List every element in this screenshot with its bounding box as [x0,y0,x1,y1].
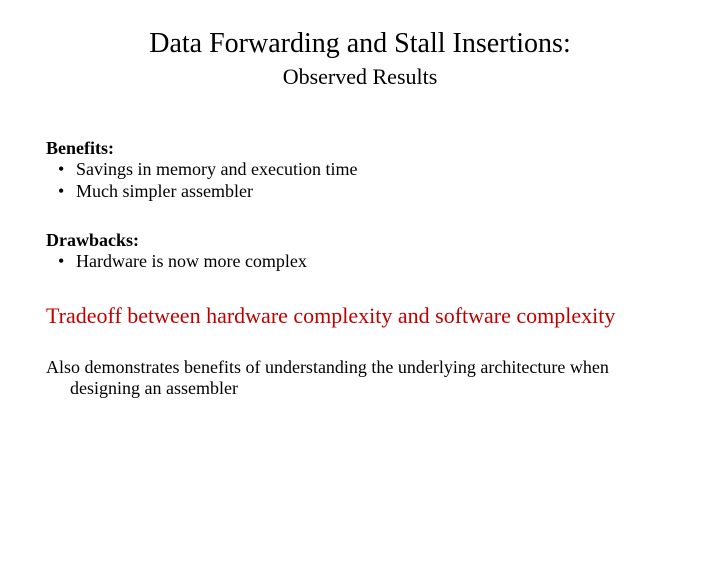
list-item: Savings in memory and execution time [58,159,674,181]
benefits-heading: Benefits: [46,138,674,159]
spacer [46,202,674,230]
closing-line-2: designing an assembler [46,378,238,398]
benefits-list: Savings in memory and execution time Muc… [58,159,674,202]
tradeoff-statement: Tradeoff between hardware complexity and… [46,303,674,329]
list-item: Hardware is now more complex [58,251,674,273]
list-item: Much simpler assembler [58,181,674,203]
slide: Data Forwarding and Stall Insertions: Ob… [0,28,720,568]
closing-line-1: Also demonstrates benefits of understand… [46,357,609,377]
closing-statement: Also demonstrates benefits of understand… [46,357,674,400]
drawbacks-heading: Drawbacks: [46,230,674,251]
slide-body: Benefits: Savings in memory and executio… [0,138,720,400]
slide-subtitle: Observed Results [0,64,720,90]
drawbacks-list: Hardware is now more complex [58,251,674,273]
slide-title: Data Forwarding and Stall Insertions: [0,28,720,60]
